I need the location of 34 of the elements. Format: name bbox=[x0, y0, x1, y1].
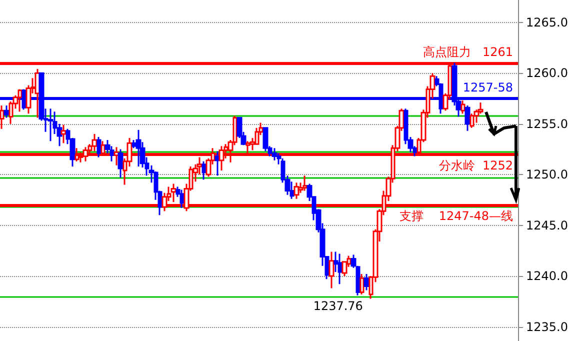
candlestick bbox=[118, 148, 124, 178]
candlestick bbox=[4, 104, 10, 118]
y-tick-label: 1235.0 bbox=[526, 320, 568, 334]
candlestick bbox=[202, 160, 206, 180]
y-tick-label: 1245.0 bbox=[526, 218, 568, 232]
candlestick bbox=[96, 136, 102, 158]
candlestick bbox=[338, 252, 342, 285]
ref-line-label: 分水岭 1252 bbox=[438, 158, 514, 172]
candlestick bbox=[214, 150, 220, 176]
ref-line-label: 高点阻力 1261 bbox=[423, 44, 514, 59]
candlestick bbox=[92, 133, 98, 152]
annotation: 1237.76 bbox=[313, 298, 363, 313]
candlestick bbox=[0, 104, 4, 130]
candlestick bbox=[328, 250, 334, 289]
candlestick bbox=[170, 182, 176, 203]
candlestick bbox=[136, 129, 142, 168]
candlestick bbox=[460, 100, 466, 114]
y-tick-label: 1255.0 bbox=[526, 116, 568, 131]
y-tick-label: 1250.0 bbox=[526, 168, 568, 182]
ref-line-label: 支撑 1247-48—线 bbox=[400, 209, 514, 224]
candlestick bbox=[272, 147, 278, 162]
candlestick bbox=[60, 124, 66, 144]
candlestick bbox=[114, 146, 120, 166]
candlestick bbox=[34, 68, 40, 118]
y-tick-label: 1265.0 bbox=[526, 15, 568, 30]
candlestick bbox=[464, 104, 470, 132]
candlestick bbox=[294, 182, 300, 200]
candlestick bbox=[360, 273, 364, 296]
candlestick bbox=[48, 108, 54, 142]
y-tick-label: 1260.0 bbox=[526, 66, 568, 80]
y-tick-label: 1240.0 bbox=[526, 269, 568, 284]
ref-line-label: 1257-58 bbox=[462, 80, 514, 94]
candlestick bbox=[364, 273, 370, 292]
candlestick bbox=[180, 189, 184, 209]
